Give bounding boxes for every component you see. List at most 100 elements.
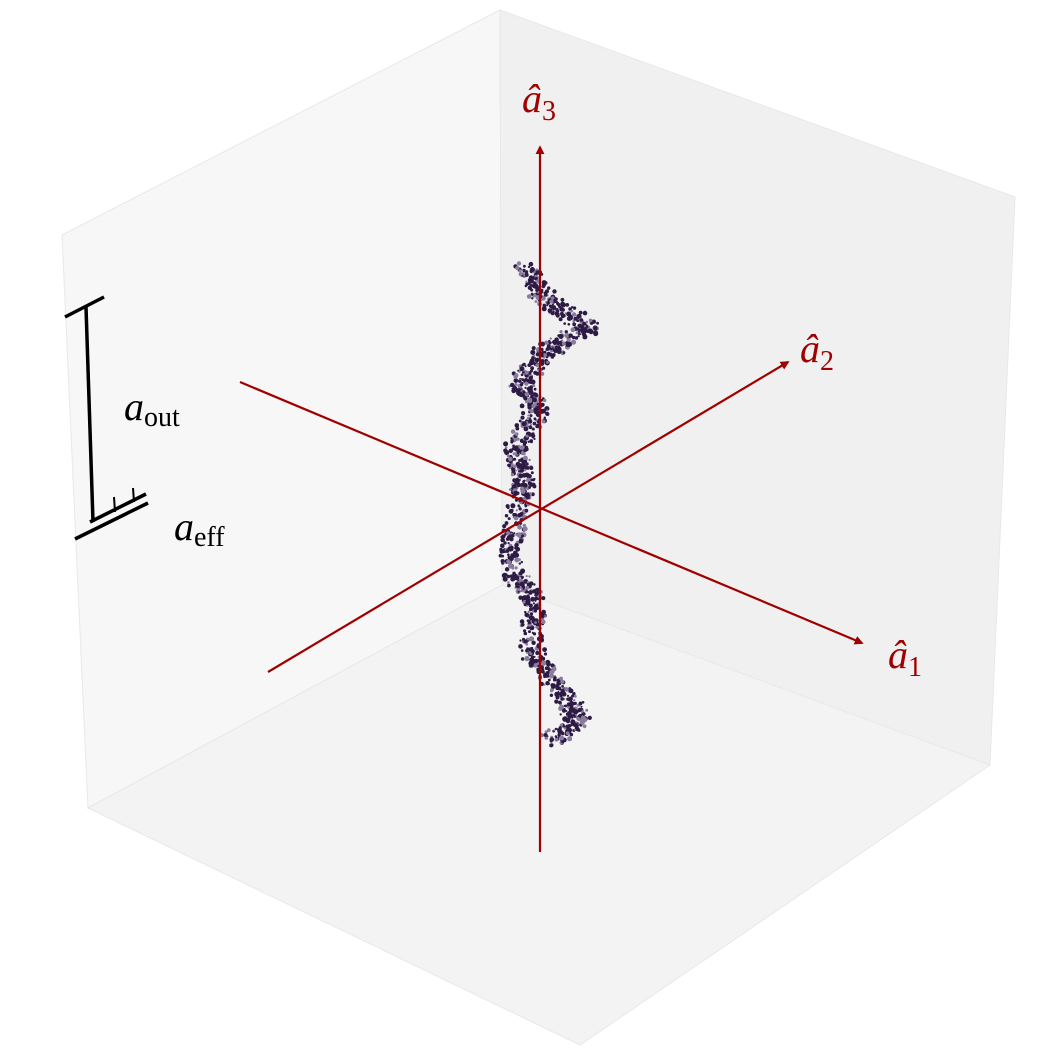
particle bbox=[554, 348, 558, 351]
particle bbox=[511, 566, 515, 570]
particle bbox=[554, 691, 560, 697]
particle bbox=[519, 512, 524, 516]
particle bbox=[520, 560, 523, 564]
particle bbox=[535, 650, 540, 656]
particle bbox=[567, 323, 571, 326]
particle bbox=[525, 585, 530, 590]
particle bbox=[571, 306, 574, 309]
particle bbox=[529, 581, 534, 586]
particle bbox=[517, 504, 520, 508]
particle bbox=[529, 379, 534, 384]
scale-label: aout bbox=[124, 384, 180, 433]
particle bbox=[562, 351, 566, 354]
particle bbox=[532, 397, 537, 403]
particle bbox=[530, 349, 536, 355]
particle bbox=[528, 275, 532, 279]
particle bbox=[522, 455, 528, 461]
particle bbox=[519, 383, 524, 387]
particle bbox=[582, 712, 586, 716]
particle bbox=[560, 697, 564, 701]
particle bbox=[531, 297, 534, 300]
particle bbox=[548, 352, 553, 357]
particle bbox=[518, 558, 521, 561]
scale-label: aeff bbox=[174, 504, 225, 553]
particle bbox=[540, 347, 544, 351]
particle bbox=[504, 521, 509, 525]
particle bbox=[587, 715, 592, 721]
particle bbox=[515, 426, 520, 431]
particle bbox=[523, 426, 529, 432]
particle bbox=[516, 261, 522, 266]
particle bbox=[518, 507, 522, 511]
particle bbox=[517, 590, 520, 593]
particle bbox=[521, 274, 524, 277]
particle bbox=[514, 423, 520, 428]
particle bbox=[526, 613, 530, 617]
particle bbox=[514, 553, 520, 558]
particle bbox=[556, 349, 562, 355]
particle bbox=[515, 480, 519, 484]
particle bbox=[582, 310, 588, 316]
particle bbox=[520, 575, 524, 579]
particle bbox=[546, 728, 551, 733]
particle bbox=[527, 419, 533, 424]
particle bbox=[544, 406, 550, 412]
particle bbox=[571, 312, 577, 317]
particle bbox=[559, 695, 562, 698]
particle bbox=[567, 697, 572, 702]
axis-label: â2 bbox=[800, 326, 834, 377]
particle bbox=[527, 481, 532, 486]
particle bbox=[523, 380, 526, 383]
particle bbox=[521, 421, 527, 427]
particle bbox=[540, 341, 545, 347]
particle bbox=[513, 515, 519, 521]
scale-bar-eff bbox=[113, 496, 116, 513]
particle bbox=[572, 322, 576, 327]
particle bbox=[523, 264, 526, 268]
particle bbox=[561, 341, 566, 346]
particle bbox=[576, 314, 580, 318]
particle bbox=[549, 689, 554, 693]
particle bbox=[530, 292, 534, 296]
particle bbox=[588, 318, 593, 323]
particle bbox=[503, 541, 507, 545]
particle bbox=[518, 419, 522, 423]
particle bbox=[517, 532, 522, 537]
particle bbox=[557, 731, 561, 734]
particle bbox=[554, 737, 559, 742]
particle bbox=[534, 300, 538, 303]
particle bbox=[557, 303, 561, 307]
particle bbox=[516, 482, 521, 488]
particle bbox=[568, 728, 572, 732]
particle bbox=[544, 730, 548, 734]
particle bbox=[587, 328, 592, 333]
particle bbox=[572, 319, 575, 323]
particle bbox=[528, 590, 533, 595]
particle bbox=[510, 439, 514, 443]
particle bbox=[535, 363, 540, 368]
particle bbox=[557, 733, 561, 737]
particle bbox=[551, 684, 556, 689]
particle bbox=[543, 416, 546, 419]
particle bbox=[503, 561, 506, 564]
particle bbox=[543, 675, 546, 679]
particle bbox=[510, 508, 514, 512]
particle bbox=[525, 400, 529, 404]
particle bbox=[562, 716, 568, 722]
particle bbox=[550, 345, 553, 348]
particle bbox=[564, 312, 567, 315]
particle bbox=[559, 340, 562, 343]
particle bbox=[545, 347, 549, 351]
particle bbox=[568, 687, 571, 690]
particle bbox=[518, 478, 521, 482]
particle bbox=[530, 655, 535, 659]
particle bbox=[505, 573, 508, 576]
particle bbox=[591, 319, 596, 324]
particle bbox=[575, 331, 579, 335]
particle bbox=[572, 708, 577, 714]
scale-bar-cap bbox=[74, 501, 149, 541]
particle bbox=[554, 735, 558, 738]
particle bbox=[559, 330, 563, 334]
particle bbox=[526, 416, 530, 420]
particle bbox=[504, 514, 509, 518]
